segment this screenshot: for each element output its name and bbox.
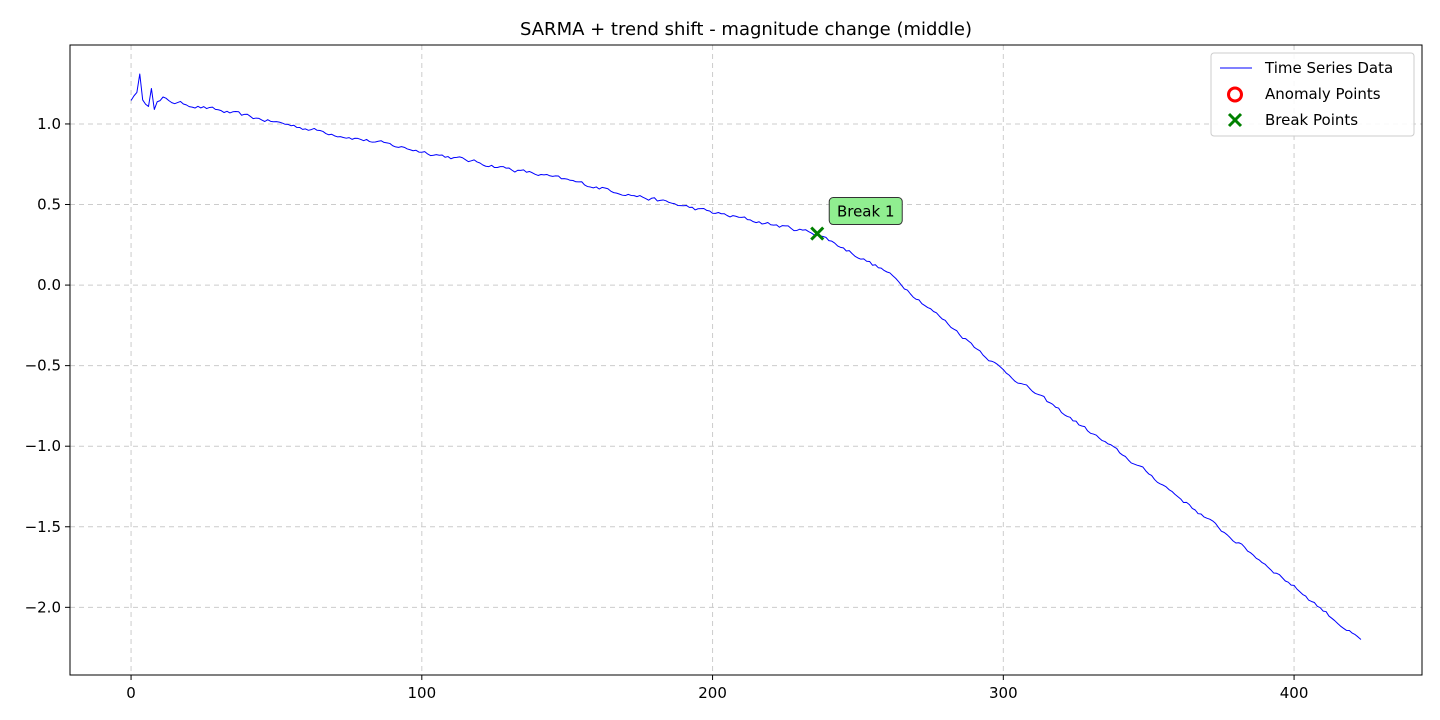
y-tick-label: −0.5 <box>25 357 61 375</box>
legend-circle-swatch <box>1227 86 1243 103</box>
legend: Time Series Data Anomaly Points Break Poin… <box>1210 52 1415 137</box>
break-point-stroke <box>810 226 825 241</box>
break-point-marker <box>810 226 825 241</box>
legend-box <box>1210 52 1415 137</box>
break-annotation-box <box>828 197 903 226</box>
legend-label: Time Series Data <box>1264 59 1393 77</box>
y-tick-label: 0.5 <box>37 196 61 214</box>
series-line <box>130 73 1362 640</box>
x-tick-label: 100 <box>407 684 436 702</box>
axis-ticks: 0 100 200 300 400 1.0 0.5 0.0 −0.5 −1.0 −1.5 −2.0 <box>25 115 1309 702</box>
plot-data: Break 1 <box>130 73 1362 640</box>
y-tick-label: −2.0 <box>25 598 61 616</box>
break-annotation-label: Break 1 <box>837 203 895 221</box>
x-tick-label: 400 <box>1280 684 1309 702</box>
y-tick-label: −1.0 <box>25 437 61 455</box>
y-tick-label: −1.5 <box>25 518 61 536</box>
legend-x-swatch <box>1227 112 1243 128</box>
chart-title: SARMA + trend shift - magnitude change (… <box>520 19 972 40</box>
legend-label: Anomaly Points <box>1265 85 1381 103</box>
x-tick-label: 300 <box>989 684 1018 702</box>
y-tick-label: 1.0 <box>37 115 61 133</box>
plot-frame <box>69 44 1423 676</box>
legend-label: Break Points <box>1265 111 1358 129</box>
x-tick-label: 0 <box>126 684 136 702</box>
y-tick-label: 0.0 <box>37 276 61 294</box>
x-tick-label: 200 <box>698 684 727 702</box>
grid <box>70 45 1422 675</box>
